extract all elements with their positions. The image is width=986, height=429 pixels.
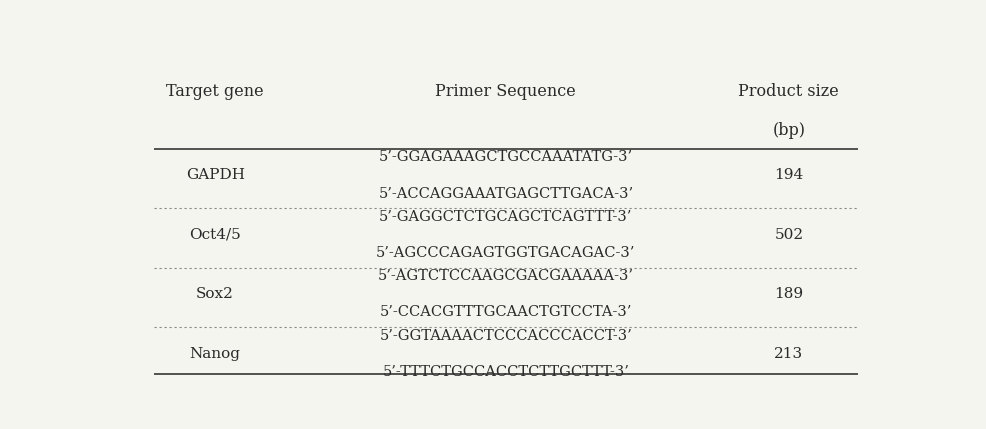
- Text: (bp): (bp): [772, 122, 805, 139]
- Text: 502: 502: [773, 228, 803, 242]
- Text: Product size: Product size: [738, 83, 838, 100]
- Text: 5’-ACCAGGAAATGAGCTTGACA-3’: 5’-ACCAGGAAATGAGCTTGACA-3’: [378, 187, 633, 200]
- Text: Oct4/5: Oct4/5: [189, 228, 241, 242]
- Text: Primer Sequence: Primer Sequence: [435, 83, 576, 100]
- Text: 189: 189: [773, 287, 803, 301]
- Text: 5’-AGTCTCCAAGCGACGAAAAA-3’: 5’-AGTCTCCAAGCGACGAAAAA-3’: [378, 269, 633, 283]
- Text: 5’-CCACGTTTGCAACTGTCCTA-3’: 5’-CCACGTTTGCAACTGTCCTA-3’: [380, 305, 631, 320]
- Text: 5’-GAGGCTCTGCAGCTCAGTTT-3’: 5’-GAGGCTCTGCAGCTCAGTTT-3’: [379, 210, 632, 224]
- Text: 213: 213: [773, 347, 803, 361]
- Text: Nanog: Nanog: [189, 347, 241, 361]
- Text: Sox2: Sox2: [196, 287, 234, 301]
- Text: 194: 194: [773, 168, 803, 182]
- Text: Target gene: Target gene: [167, 83, 263, 100]
- Text: 5’-TTTCTGCCACCTCTTGCTTT-3’: 5’-TTTCTGCCACCTCTTGCTTT-3’: [382, 365, 629, 379]
- Text: GAPDH: GAPDH: [185, 168, 245, 182]
- Text: 5’-GGTAAAACTCCCACCCACCT-3’: 5’-GGTAAAACTCCCACCCACCT-3’: [379, 329, 632, 343]
- Text: 5’-AGCCCAGAGTGGTGACAGAC-3’: 5’-AGCCCAGAGTGGTGACAGAC-3’: [376, 246, 635, 260]
- Text: 5’-GGAGAAAGCTGCCAAATATG-3’: 5’-GGAGAAAGCTGCCAAATATG-3’: [379, 150, 632, 164]
